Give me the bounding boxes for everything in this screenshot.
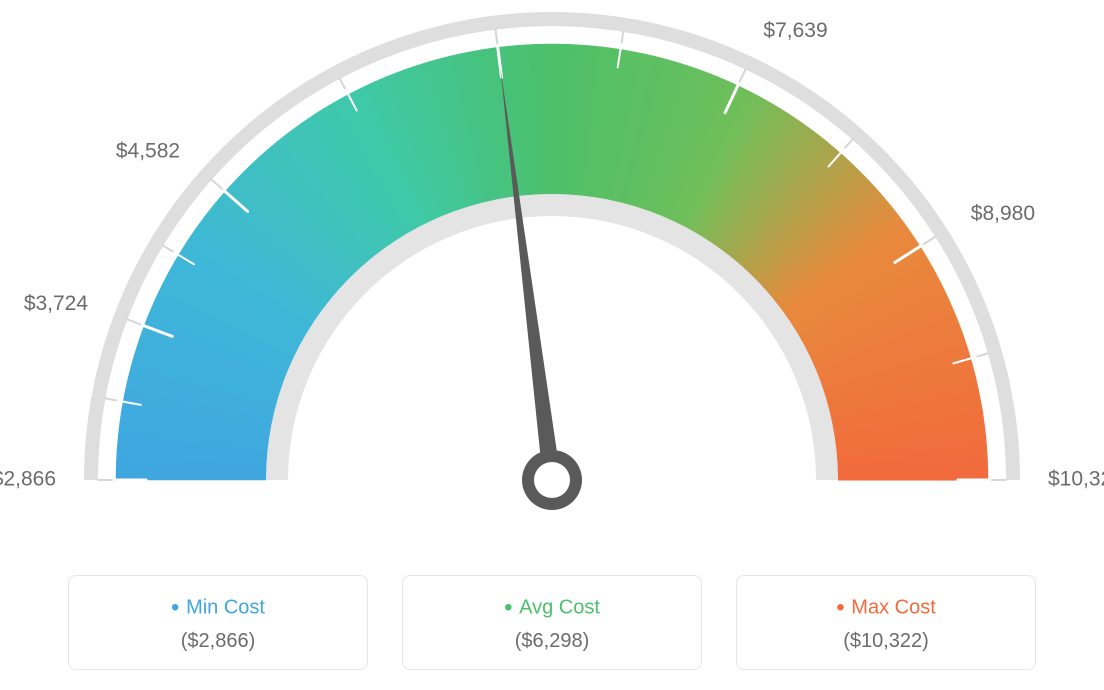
main-band <box>116 44 988 480</box>
svg-text:$8,980: $8,980 <box>971 202 1035 225</box>
svg-text:$3,724: $3,724 <box>24 292 89 315</box>
legend-card-avg: Avg Cost ($6,298) <box>402 575 702 670</box>
svg-text:$4,582: $4,582 <box>116 139 180 162</box>
legend-title-min: Min Cost <box>79 594 357 622</box>
legend-value-max: ($10,322) <box>747 630 1025 653</box>
legend-card-max: Max Cost ($10,322) <box>736 575 1036 670</box>
gauge-svg: $2,866$3,724$4,582$6,298$7,639$8,980$10,… <box>0 0 1104 540</box>
legend-title-max: Max Cost <box>747 594 1025 622</box>
legend-value-avg: ($6,298) <box>413 630 691 653</box>
legend-title-avg: Avg Cost <box>413 594 691 622</box>
legend-row: Min Cost ($2,866) Avg Cost ($6,298) Max … <box>0 575 1104 670</box>
svg-text:$2,866: $2,866 <box>0 468 56 491</box>
svg-text:$10,322: $10,322 <box>1048 468 1104 491</box>
legend-card-min: Min Cost ($2,866) <box>68 575 368 670</box>
legend-value-min: ($2,866) <box>79 630 357 653</box>
svg-text:$7,639: $7,639 <box>763 19 827 42</box>
cost-gauge-chart: $2,866$3,724$4,582$6,298$7,639$8,980$10,… <box>0 0 1104 690</box>
